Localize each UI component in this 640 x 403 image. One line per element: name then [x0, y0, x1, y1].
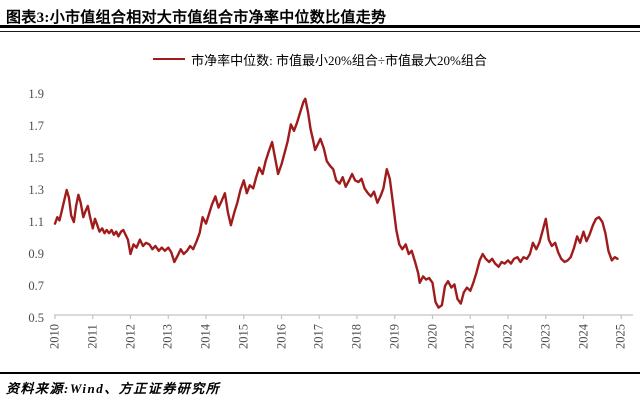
x-tick-label: 2017	[311, 324, 326, 349]
x-tick-label: 2022	[500, 324, 515, 349]
x-tick-label: 2010	[47, 324, 62, 349]
x-tick-label: 2018	[349, 324, 364, 349]
x-tick-label: 2014	[198, 324, 213, 349]
y-tick-label: 0.9	[28, 247, 44, 261]
x-tick-label: 2016	[274, 324, 288, 349]
pb-ratio-median-line	[53, 97, 619, 309]
legend-label: 市净率中位数: 市值最小20%组合÷市值最大20%组合	[191, 52, 487, 68]
y-tick-label: 1.7	[28, 119, 44, 133]
title-divider-thick	[0, 25, 640, 28]
legend: 市净率中位数: 市值最小20%组合÷市值最大20%组合	[0, 49, 640, 69]
figure-title: 图表3:小市值组合相对大市值组合市净率中位数比值走势	[6, 10, 387, 26]
y-tick-label: 0.7	[28, 279, 44, 293]
y-tick-label: 1.3	[28, 183, 44, 197]
x-tick-label: 2013	[160, 324, 175, 349]
x-tick-label: 2025	[613, 324, 628, 349]
y-tick-label: 1.9	[28, 87, 44, 101]
x-tick-label: 2019	[387, 324, 402, 349]
x-tick-label: 2023	[538, 324, 553, 349]
footer-divider	[0, 372, 640, 374]
y-tick-label: 1.1	[28, 215, 44, 229]
legend-line-swatch	[153, 57, 186, 61]
x-tick-label: 2024	[576, 324, 590, 349]
x-tick-label: 2015	[236, 324, 251, 349]
x-tick-label: 2012	[123, 324, 137, 349]
x-tick-label: 2020	[425, 324, 439, 349]
y-tick-label: 1.5	[28, 151, 44, 165]
x-tick-label: 2011	[85, 324, 100, 349]
y-tick-label: 0.5	[28, 311, 44, 325]
source-note: 资料来源:Wind、方正证券研究所	[6, 381, 221, 396]
x-tick-label: 2021	[462, 324, 477, 349]
title-divider-thin	[0, 31, 640, 32]
